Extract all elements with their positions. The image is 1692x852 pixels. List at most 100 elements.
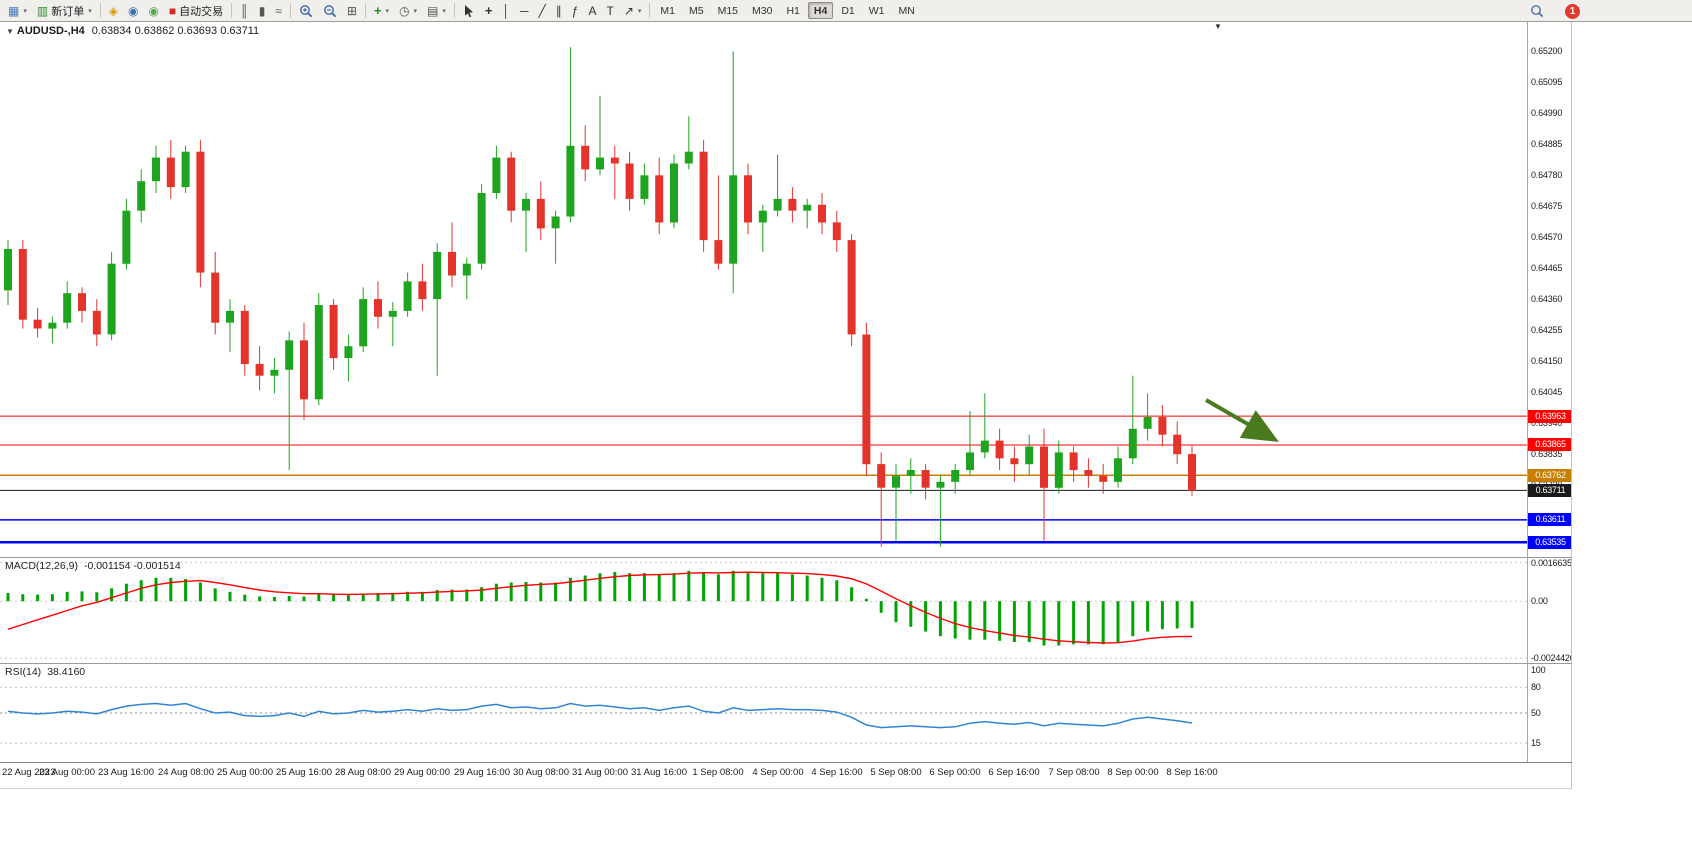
price-pane: ▼ AUDUSD-,H4 0.63834 0.63862 0.63693 0.637… xyxy=(0,22,1527,557)
candles-series xyxy=(4,47,1196,547)
price-axis-label: 0.64780 xyxy=(1531,170,1563,180)
chart-shift-marker[interactable]: ▼ xyxy=(1214,22,1222,31)
window-right-edge xyxy=(1571,22,1572,788)
time-axis-label: 29 Aug 00:00 xyxy=(394,767,450,778)
macd-axis: 0.0016635 0.00 -0.0024420 xyxy=(1527,558,1572,663)
price-chart-canvas[interactable] xyxy=(0,22,1527,557)
level-lines xyxy=(0,415,1527,544)
time-axis-label: 23 Aug 16:00 xyxy=(98,767,154,778)
toolbar-separator xyxy=(649,3,651,18)
rsi-chart-canvas[interactable] xyxy=(0,664,1527,762)
zoom-out-icon xyxy=(323,4,337,18)
time-axis-label: 6 Sep 16:00 xyxy=(988,767,1040,778)
macd-values: -0.001154 -0.001514 xyxy=(83,560,181,572)
price-axis-label: 0.64990 xyxy=(1531,108,1563,118)
dropdown-caret-icon: ▾ xyxy=(442,7,446,15)
community-button[interactable]: ◉ xyxy=(123,2,143,20)
price-level-tag: 0.63611 xyxy=(1528,513,1572,526)
price-axis-label: 0.65095 xyxy=(1531,77,1563,87)
time-axis-label: 5 Sep 08:00 xyxy=(870,767,922,778)
rsi-axis-label: 100 xyxy=(1531,665,1546,675)
notification-badge[interactable]: 1 xyxy=(1565,3,1580,19)
text-button[interactable]: A xyxy=(583,2,601,20)
search-button[interactable] xyxy=(1525,2,1549,20)
price-axis: 0.65200 0.65095 0.64990 0.64885 0.64780 0.646… xyxy=(1527,22,1572,557)
timeframe-m15-button[interactable]: M15 xyxy=(717,5,739,17)
price-axis-label: 0.64360 xyxy=(1531,294,1563,304)
price-axis-label: 0.65200 xyxy=(1531,46,1563,56)
guide-button[interactable]: ◉ xyxy=(143,2,163,20)
crosshair-button[interactable]: + xyxy=(480,2,498,20)
tile-windows-button[interactable]: ⊞ xyxy=(342,2,362,20)
time-axis-label: 4 Sep 00:00 xyxy=(752,767,804,778)
label-button[interactable]: T xyxy=(601,2,618,20)
toolbar-separator xyxy=(453,3,455,18)
chart-menu-icon[interactable]: ▼ xyxy=(6,27,14,36)
line-chart-icon: ≈ xyxy=(275,3,282,18)
macd-chart-canvas[interactable] xyxy=(0,558,1527,663)
bar-chart-button[interactable]: ║ xyxy=(235,2,254,20)
periods-button[interactable]: ◷ ▾ xyxy=(394,2,422,20)
timeframe-m1-button[interactable]: M1 xyxy=(660,5,675,17)
vertical-line-icon: │ xyxy=(502,3,511,18)
macd-header: MACD(12,26,9) -0.001154 -0.001514 xyxy=(5,560,181,572)
price-axis-label: 0.63835 xyxy=(1531,449,1563,459)
zoom-in-button[interactable] xyxy=(294,2,318,20)
pane-separator[interactable] xyxy=(0,663,1572,664)
channel-button[interactable]: ∥ xyxy=(551,2,567,20)
metaquotes-button[interactable]: ◈ xyxy=(104,2,123,20)
chart-info-line: ▼ AUDUSD-,H4 0.63834 0.63862 0.63693 0.637… xyxy=(6,25,259,37)
time-axis[interactable]: 22 Aug 2023 23 Aug 00:00 23 Aug 16:00 24 Au… xyxy=(0,763,1572,788)
arrows-button[interactable]: ↗ ▾ xyxy=(619,2,647,20)
macd-histogram xyxy=(6,570,1194,646)
rsi-value: 38.4160 xyxy=(47,666,86,678)
line-chart-button[interactable]: ≈ xyxy=(270,2,287,20)
dropdown-caret-icon: ▾ xyxy=(23,7,27,15)
toolbar-separator xyxy=(364,3,366,18)
horizontal-line-button[interactable]: ─ xyxy=(515,2,534,20)
time-axis-label: 7 Sep 08:00 xyxy=(1048,767,1100,778)
time-axis-label: 25 Aug 00:00 xyxy=(217,767,273,778)
indicators-icon: + xyxy=(373,3,382,18)
time-axis-label: 29 Aug 16:00 xyxy=(454,767,510,778)
new-order-icon: ▥ xyxy=(36,3,49,18)
arrows-icon: ↗ xyxy=(623,3,634,18)
price-axis-label: 0.64675 xyxy=(1531,201,1563,211)
templates-icon: ▤ xyxy=(427,3,439,18)
toolbar-right: 1 xyxy=(1525,0,1580,22)
new-order-button[interactable]: ▥ 新订单 ▾ xyxy=(32,2,97,20)
text-icon: A xyxy=(588,3,597,18)
zoom-out-button[interactable] xyxy=(318,2,342,20)
horizontal-line-icon: ─ xyxy=(520,3,529,18)
timeframe-h4-button[interactable]: H4 xyxy=(807,2,834,19)
timeframe-m30-button[interactable]: M30 xyxy=(752,5,773,17)
price-axis-label: 0.64045 xyxy=(1531,387,1563,397)
new-chart-button[interactable]: ▦ ▾ xyxy=(3,2,32,20)
pane-separator[interactable] xyxy=(0,557,1572,558)
search-icon xyxy=(1530,4,1544,18)
timeframe-d1-button[interactable]: D1 xyxy=(841,5,855,17)
candlestick-chart-button[interactable]: ▮ xyxy=(254,2,271,20)
vertical-line-button[interactable]: │ xyxy=(498,2,516,20)
cursor-button[interactable] xyxy=(458,2,480,20)
macd-axis-label: 0.00 xyxy=(1531,596,1548,606)
templates-button[interactable]: ▤ ▾ xyxy=(422,2,451,20)
price-level-tag: 0.63963 xyxy=(1528,410,1572,423)
fibonacci-button[interactable]: ƒ xyxy=(567,2,584,20)
channel-icon: ∥ xyxy=(555,3,562,18)
drawn-arrow-annotation[interactable] xyxy=(1205,398,1279,442)
trendline-button[interactable]: ╱ xyxy=(534,2,551,20)
timeframe-m5-button[interactable]: M5 xyxy=(688,5,704,17)
autotrading-button[interactable]: ■ 自动交易 xyxy=(164,2,228,20)
time-axis-label: 23 Aug 00:00 xyxy=(39,767,95,778)
timeframe-h1-button[interactable]: H1 xyxy=(786,5,800,17)
timeframe-w1-button[interactable]: W1 xyxy=(868,5,885,17)
macd-signal-line xyxy=(7,571,1193,644)
zoom-in-icon xyxy=(299,4,313,18)
price-axis-label: 0.64885 xyxy=(1531,139,1563,149)
price-axis-label: 0.64570 xyxy=(1531,232,1563,242)
indicators-button[interactable]: + ▾ xyxy=(369,2,394,20)
macd-title: MACD(12,26,9) xyxy=(5,560,78,572)
timeframe-mn-button[interactable]: MN xyxy=(898,5,915,17)
time-axis-label: 1 Sep 08:00 xyxy=(692,767,744,778)
